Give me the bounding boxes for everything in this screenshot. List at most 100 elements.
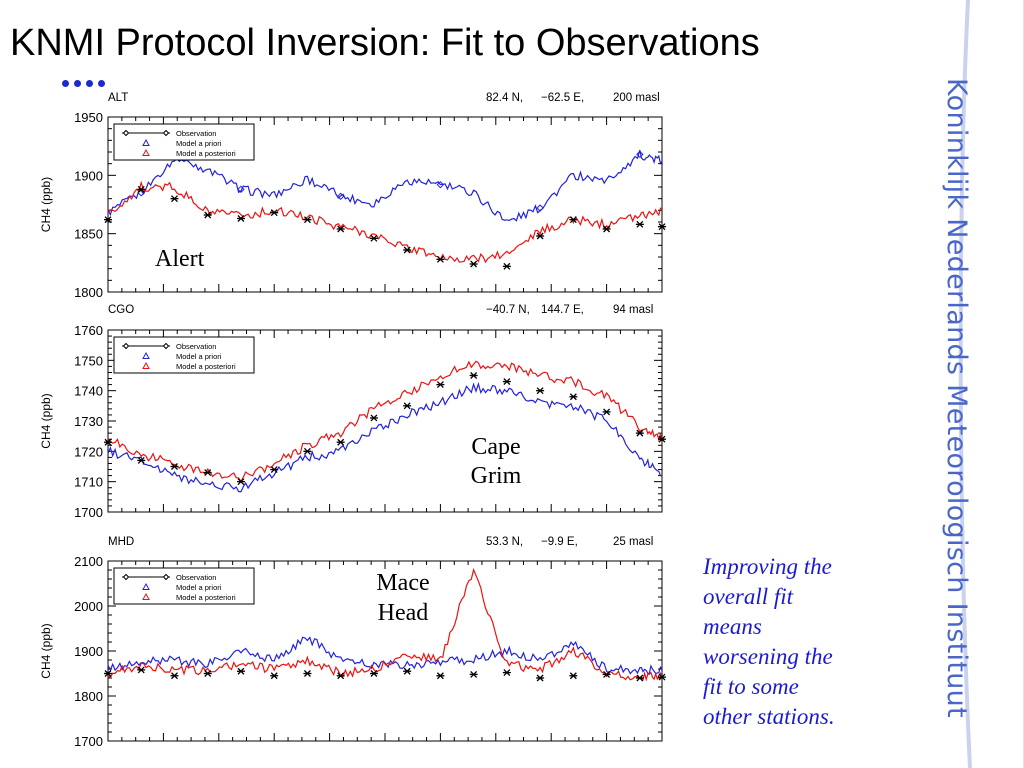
observation-point [658, 673, 666, 681]
observation-point [569, 672, 578, 680]
series-line-a-posteriori [107, 567, 663, 682]
observation-point [137, 666, 146, 674]
observation-point [236, 215, 245, 222]
legend-marker [142, 351, 150, 359]
station-label: Head [378, 600, 429, 626]
legend-label: Observation [176, 573, 216, 582]
observation-point [469, 372, 478, 379]
series-line-a-priori [107, 149, 663, 222]
station-label: Mace [376, 570, 429, 596]
y-tick-label: 1760 [74, 323, 103, 338]
legend-box [113, 336, 255, 374]
station-code: ALT [108, 92, 128, 104]
series-marker [436, 180, 445, 189]
legend-box [113, 123, 255, 161]
observation-point [635, 429, 644, 437]
observation-point [336, 672, 345, 680]
station-label: Alert [155, 246, 205, 272]
observation-point [236, 478, 245, 486]
legend-label: Model a posteriori [176, 149, 236, 158]
observation-point [369, 234, 378, 242]
y-tick-label: 1710 [74, 475, 103, 490]
observation-point [403, 246, 412, 254]
y-axis-label: CH4 (ppb) [39, 623, 53, 678]
observation-point [436, 381, 445, 389]
station-location: 25 masl [613, 536, 653, 548]
observation-point [502, 669, 511, 677]
chart-mhd: MHD 53.3 N, −9.9 E, 25 masl 1700 1800 1900 2000… [39, 536, 666, 749]
y-tick-label: 1740 [74, 384, 103, 399]
legend-marker [122, 573, 130, 581]
observation-point [536, 232, 545, 240]
note-line: overall fit [703, 584, 794, 609]
observation-point [203, 469, 212, 477]
side-note: Improving the overall fit means worsenin… [703, 552, 903, 732]
station-label: Grim [471, 463, 522, 489]
y-tick-label: 1800 [74, 689, 103, 704]
slide-title: KNMI Protocol Inversion: Fit to Observat… [10, 22, 760, 64]
station-location: 53.3 N, [486, 536, 523, 548]
legend-label: Model a priori [176, 352, 222, 361]
observation-point [303, 216, 312, 224]
station-location: 94 masl [613, 304, 653, 316]
observation-point [104, 216, 112, 224]
y-tick-label: 2100 [74, 554, 103, 569]
station-location: −9.9 E, [541, 536, 578, 548]
observation-point [635, 674, 644, 682]
observation-point [502, 262, 511, 270]
observation-point [602, 670, 611, 678]
station-label: Cape [471, 434, 520, 460]
observation-point [602, 408, 611, 416]
legend-marker [142, 582, 150, 590]
observation-point [469, 670, 478, 678]
y-axis-label: CH4 (ppb) [39, 393, 53, 448]
observation-point [303, 670, 312, 677]
observation-point [203, 670, 212, 677]
observation-point [203, 211, 212, 219]
y-tick-label: 1700 [74, 505, 103, 520]
observation-point [602, 225, 611, 233]
observation-point [270, 209, 279, 217]
observation-point [569, 393, 578, 401]
series-marker [237, 185, 245, 194]
legend-marker [142, 592, 150, 600]
chart-cgo: CGO −40.7 N, 144.7 E, 94 masl 1700 1710 1720 17… [39, 304, 666, 520]
chart-alt: ALT 82.4 N, −62.5 E, 200 masl 1800 1850 1900 19… [39, 92, 666, 300]
y-tick-label: 1720 [74, 444, 103, 459]
legend-marker [142, 138, 150, 146]
y-tick-label: 1750 [74, 353, 103, 368]
series-marker [636, 150, 644, 159]
observation-point [170, 195, 179, 203]
y-tick-label: 1850 [74, 227, 103, 242]
observation-point [658, 435, 666, 443]
series-line-a-priori [107, 381, 663, 493]
station-code: MHD [108, 536, 134, 548]
legend-marker [162, 129, 170, 137]
station-location: 144.7 E, [541, 304, 584, 316]
observation-point [104, 438, 112, 446]
observation-point [536, 387, 545, 395]
station-location: 82.4 N, [486, 92, 523, 104]
series-marker [536, 204, 544, 212]
observation-point [436, 672, 445, 680]
station-location: −62.5 E, [541, 92, 584, 104]
observation-point [303, 447, 312, 455]
legend-label: Observation [176, 342, 216, 351]
legend-box [113, 567, 255, 605]
y-tick-label: 2000 [74, 599, 103, 614]
station-location: 200 masl [613, 92, 660, 104]
observation-point [658, 223, 666, 231]
legend-label: Observation [176, 129, 216, 138]
series-line-a-posteriori [107, 360, 663, 483]
legend-label: Model a priori [176, 139, 222, 148]
observation-point [270, 672, 279, 680]
observation-point [137, 456, 146, 464]
note-line: other stations. [703, 704, 835, 729]
series-marker [336, 192, 345, 201]
legend-marker [122, 342, 130, 350]
legend-marker [162, 573, 170, 581]
y-tick-label: 1900 [74, 644, 103, 659]
